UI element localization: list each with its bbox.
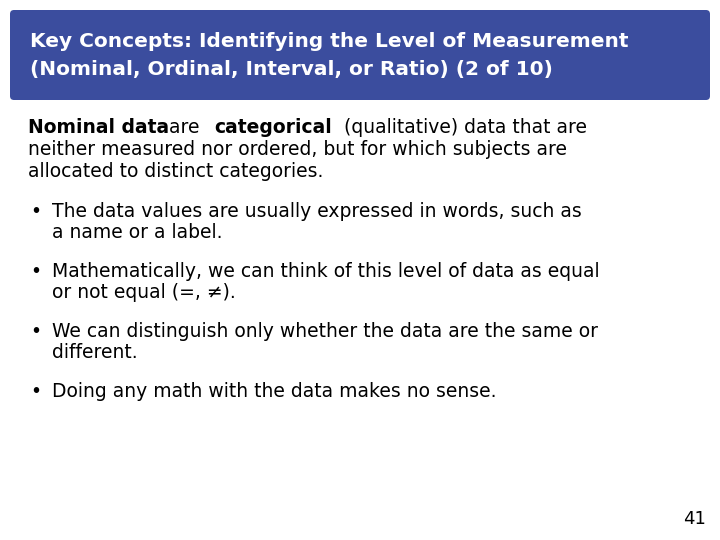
Text: (Nominal, Ordinal, Interval, or Ratio) (2 of 10): (Nominal, Ordinal, Interval, or Ratio) (… bbox=[30, 60, 553, 79]
Text: (qualitative) data that are: (qualitative) data that are bbox=[338, 118, 588, 137]
Text: different.: different. bbox=[52, 343, 138, 362]
Text: The data values are usually expressed in words, such as: The data values are usually expressed in… bbox=[52, 202, 582, 221]
Text: Key Concepts: Identifying the Level of Measurement: Key Concepts: Identifying the Level of M… bbox=[30, 32, 629, 51]
Text: categorical: categorical bbox=[215, 118, 333, 137]
Text: a name or a label.: a name or a label. bbox=[52, 223, 222, 242]
FancyBboxPatch shape bbox=[10, 10, 710, 100]
Text: or not equal (=, ≠).: or not equal (=, ≠). bbox=[52, 283, 235, 302]
Text: Doing any math with the data makes no sense.: Doing any math with the data makes no se… bbox=[52, 382, 497, 401]
Text: allocated to distinct categories.: allocated to distinct categories. bbox=[28, 162, 323, 181]
Text: neither measured nor ordered, but for which subjects are: neither measured nor ordered, but for wh… bbox=[28, 140, 567, 159]
Text: •: • bbox=[30, 322, 41, 341]
Text: We can distinguish only whether the data are the same or: We can distinguish only whether the data… bbox=[52, 322, 598, 341]
Text: 41: 41 bbox=[683, 510, 706, 528]
Text: •: • bbox=[30, 262, 41, 281]
Text: •: • bbox=[30, 202, 41, 221]
Text: Nominal data: Nominal data bbox=[28, 118, 169, 137]
Text: Mathematically, we can think of this level of data as equal: Mathematically, we can think of this lev… bbox=[52, 262, 600, 281]
Text: are: are bbox=[163, 118, 205, 137]
Text: •: • bbox=[30, 382, 41, 401]
